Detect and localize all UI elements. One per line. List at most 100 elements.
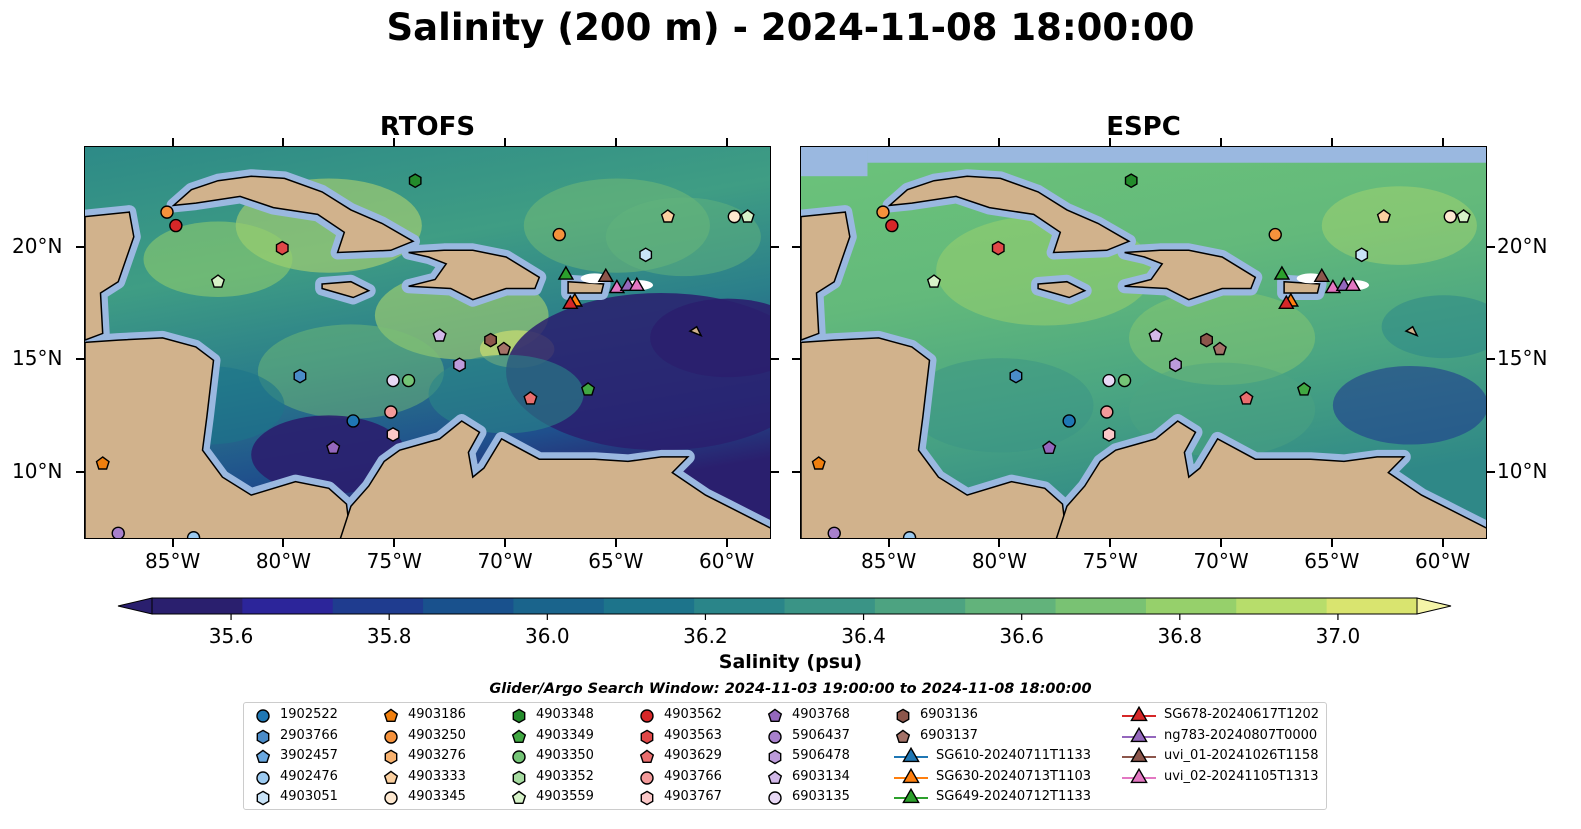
land-yucatan — [85, 211, 135, 341]
chart-title: Salinity (200 m) - 2024-11-08 18:00:00 — [386, 6, 1195, 49]
x-tick-label: 60°W — [699, 549, 755, 573]
marker-1902522 — [1062, 414, 1076, 428]
marker-4903345 — [1443, 209, 1458, 224]
legend-marker — [768, 729, 782, 744]
legend-marker — [895, 729, 911, 743]
legend-marker — [902, 788, 920, 804]
legend-item: 4903767 — [638, 788, 722, 806]
marker-4903562 — [169, 218, 183, 233]
legend-item: 4902476 — [254, 768, 338, 786]
x-tick-label: 80°W — [971, 549, 1028, 573]
marker-uvi_01-20241026T1158 — [597, 267, 615, 283]
land-jamaica — [321, 280, 371, 299]
legend-item: 4903349 — [510, 727, 594, 745]
legend-label: 4903333 — [408, 768, 466, 784]
legend-label: 4903250 — [408, 727, 466, 743]
legend-item: uvi_02-20241105T1313 — [1122, 767, 1318, 786]
marker-6903136 — [484, 332, 497, 348]
marker-4903563 — [275, 240, 289, 256]
y-tick-label: 10°N — [12, 458, 63, 483]
marker-6903134 — [1148, 328, 1163, 342]
marker-4903345 — [727, 209, 742, 224]
x-tick-label: 65°W — [588, 549, 644, 573]
legend-label: 4903345 — [408, 789, 466, 804]
x-tick-label: 75°W — [1082, 549, 1138, 573]
legend-item: 4903352 — [510, 768, 594, 786]
marker-2903766 — [1009, 368, 1023, 384]
colorbar-segment — [513, 598, 605, 614]
marker-4903250 — [1268, 227, 1282, 242]
marker-4903559 — [210, 274, 226, 288]
marker-SG678-20240617T1202 — [562, 294, 579, 310]
marker-4903186 — [95, 456, 110, 470]
x-tick-label: 80°W — [255, 549, 312, 573]
marker-5906437 — [111, 526, 125, 538]
legend-item: 4903559 — [510, 788, 594, 806]
legend-item: 1902522 — [254, 706, 338, 724]
legend-item: 4903276 — [382, 747, 466, 765]
legend-marker — [768, 749, 782, 765]
legend-label: 4903186 — [408, 707, 466, 722]
marker-4902476 — [186, 531, 201, 538]
colorbar-segment — [965, 598, 1057, 614]
marker-6903136 — [1200, 332, 1213, 348]
legend-marker — [1130, 706, 1148, 722]
legend-item: 4903629 — [638, 747, 722, 765]
marker-6903134 — [432, 328, 447, 342]
legend-item: 4903051 — [254, 788, 338, 806]
legend-label: uvi_01-20241026T1158 — [1164, 748, 1319, 763]
colorbar-tick-label: 35.8 — [367, 624, 412, 648]
marker-uvi_02-20241105T1313 — [608, 279, 626, 294]
marker-4903349 — [1296, 382, 1312, 396]
legend-marker — [640, 770, 654, 785]
legend-title: Glider/Argo Search Window: 2024-11-03 19… — [489, 681, 1092, 697]
legend-item: 4903562 — [638, 706, 722, 724]
legend-label: 6903136 — [920, 707, 978, 722]
marker-4903350 — [1117, 373, 1132, 388]
land-southam — [339, 420, 770, 538]
colorbar-label: Salinity (psu) — [718, 651, 863, 673]
legend-label: 4903768 — [792, 707, 850, 722]
colorbar-segment — [242, 598, 334, 614]
legend-item: 4903186 — [382, 706, 466, 724]
legend-label: 3902457 — [280, 748, 338, 763]
marker-2903766 — [293, 368, 307, 384]
x-tick-label: 75°W — [366, 549, 422, 573]
colorbar-segment — [1145, 598, 1237, 614]
legend-item: 4903250 — [382, 727, 466, 745]
marker-6903135 — [386, 373, 400, 388]
legend-item: 6903137 — [894, 727, 978, 745]
marker-5906478 — [1169, 357, 1182, 373]
marker-SG678-20240617T1202 — [1278, 294, 1295, 310]
land-southam — [1055, 420, 1486, 538]
x-tick-label: 60°W — [1415, 549, 1471, 573]
legend-label: SG610-20240711T1133 — [936, 748, 1092, 763]
legend-label: 5906437 — [792, 727, 850, 743]
marker-4902476 — [902, 531, 917, 538]
legend-marker — [256, 790, 270, 806]
legend-item: 4903345 — [382, 788, 466, 806]
panel-title-espc: ESPC — [1106, 112, 1181, 142]
marker-4903768 — [326, 440, 341, 454]
legend-marker — [256, 729, 270, 744]
marker-uvi_02-20241105T1313 — [628, 276, 646, 292]
marker-4903559 — [926, 274, 942, 288]
legend-item: 6903134 — [766, 768, 850, 786]
legend-label: 4903352 — [536, 768, 594, 784]
legend-marker — [1130, 767, 1148, 783]
y-tick-label: 20°N — [1497, 234, 1548, 259]
marker-4903250 — [160, 205, 174, 219]
land-cuba — [171, 175, 415, 254]
legend-marker — [768, 791, 782, 805]
legend-label: SG630-20240713T1103 — [936, 768, 1092, 784]
marker-4903333 — [660, 209, 675, 223]
legend-marker — [640, 709, 654, 723]
y-tick-label: 20°N — [12, 234, 63, 259]
colorbar-extend-high — [1416, 597, 1452, 615]
legend-label: 6903134 — [792, 768, 850, 784]
legend-item: 6903136 — [894, 706, 978, 724]
land-yucatan — [801, 211, 851, 341]
legend-label: 4903767 — [664, 789, 722, 804]
legend-label: 4902476 — [280, 768, 338, 784]
marker-4903349 — [580, 382, 596, 396]
